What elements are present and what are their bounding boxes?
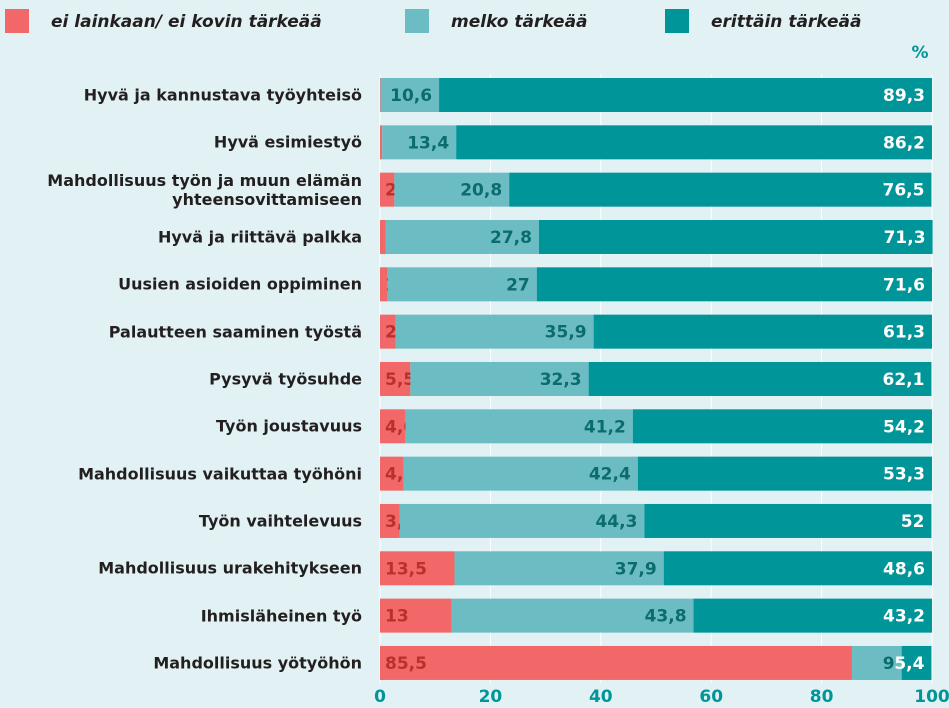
value-label: 27,8 [490, 228, 532, 248]
value-label: 43,8 [645, 607, 687, 627]
bar-segment [538, 219, 933, 254]
legend-swatch [5, 9, 29, 33]
value-label: 53,3 [883, 465, 925, 485]
x-tick-label: 20 [479, 687, 503, 707]
bar-segment [451, 598, 694, 633]
value-label: 10,6 [390, 86, 432, 106]
bar-segment [399, 503, 645, 538]
bar-segment [380, 551, 455, 586]
legend-swatch [665, 9, 689, 33]
bar-segment [380, 361, 411, 396]
bar-segment [380, 219, 386, 254]
bar-segment [644, 503, 932, 538]
value-label: 41,2 [584, 417, 626, 437]
bar-segment [382, 125, 457, 160]
category-label: Uusien asioiden oppiminen [118, 274, 362, 294]
bar-segment [403, 456, 638, 491]
bar-segment [588, 361, 932, 396]
bar-segment [509, 172, 932, 207]
bar-segment [454, 551, 664, 586]
value-label: 71,3 [884, 228, 926, 248]
value-label: 13,5 [385, 559, 427, 579]
category-label: Pysyvä työsuhde [209, 369, 362, 389]
value-label: 71,6 [883, 275, 925, 295]
category-label: Mahdollisuus urakehitykseen [98, 558, 362, 578]
bar-segment [395, 314, 594, 349]
bar-segment [380, 314, 396, 349]
x-tick-label: 0 [374, 687, 386, 707]
x-tick-label: 100 [914, 687, 949, 707]
value-label: 20,8 [460, 181, 502, 201]
value-label: 27 [506, 275, 530, 295]
value-label: 5,4 [894, 654, 924, 674]
value-label: 48,6 [883, 559, 925, 579]
category-label: Mahdollisuus vaikuttaa työhöni [78, 464, 362, 484]
legend-swatch [405, 9, 429, 33]
bar-segment [693, 598, 932, 633]
bar-segment [380, 456, 404, 491]
category-label: Mahdollisuus työn ja muun elämän yhteens… [47, 170, 362, 209]
category-label: Työn vaihtelevuus [198, 511, 362, 531]
x-tick-label: 40 [589, 687, 613, 707]
bar-segment [387, 267, 537, 302]
bar-segment [380, 78, 381, 112]
bar-segment [380, 645, 852, 680]
category-label: Palautteen saaminen työstä [108, 322, 362, 342]
value-label: 5,5 [385, 370, 415, 390]
bar-segment [536, 267, 932, 302]
value-label: 42,4 [589, 465, 631, 485]
value-label: 76,5 [882, 181, 924, 201]
bar-segment [380, 125, 383, 160]
value-label: 35,9 [545, 323, 587, 343]
bar-segment [637, 456, 932, 491]
legend-label: melko tärkeää [451, 12, 588, 32]
bar-segment [380, 172, 395, 207]
bar-segment [380, 409, 406, 444]
value-label: 54,2 [883, 417, 925, 437]
value-label: 52 [901, 512, 925, 532]
x-tick-label: 80 [810, 687, 834, 707]
bar-segment [410, 361, 589, 396]
unit-label: % [911, 43, 928, 63]
value-label: 37,9 [615, 559, 657, 579]
value-label: 44,3 [595, 512, 637, 532]
x-tick-label: 60 [699, 687, 723, 707]
bar-segment [901, 645, 932, 680]
category-label: Ihmisläheinen työ [200, 606, 362, 626]
bar-segment [663, 551, 932, 586]
value-label: 62,1 [882, 370, 924, 390]
value-label: 13,4 [407, 133, 449, 153]
category-label: Hyvä ja riittävä palkka [157, 227, 362, 247]
legend-label: ei lainkaan/ ei kovin tärkeää [51, 12, 322, 32]
bar-segment [394, 172, 510, 207]
bar-segment [405, 409, 633, 444]
bar-segment [439, 78, 932, 112]
value-label: 43,2 [883, 607, 925, 627]
category-label: Työn joustavuus [216, 416, 362, 436]
bar-segment [380, 598, 452, 633]
bar-segment [851, 645, 902, 680]
bar-segment [385, 219, 539, 254]
bar-segment [632, 409, 932, 444]
value-label: 13 [385, 607, 409, 627]
value-label: 61,3 [883, 323, 925, 343]
category-label: Hyvä ja kannustava työyhteisö [83, 85, 362, 105]
legend-label: erittäin tärkeää [711, 12, 861, 32]
bar-segment [380, 267, 388, 302]
bar-segment [380, 503, 400, 538]
value-label: 9 [883, 654, 895, 674]
value-label: 32,3 [540, 370, 582, 390]
value-label: 89,3 [883, 86, 925, 106]
value-label: 86,2 [883, 133, 925, 153]
category-label: Hyvä esimiestyö [213, 132, 362, 152]
bar-segment [456, 125, 932, 160]
category-label: Mahdollisuus yötyöhön [153, 653, 362, 673]
bar-segment [380, 78, 440, 112]
bar-segment [593, 314, 932, 349]
value-label: 85,5 [385, 654, 427, 674]
